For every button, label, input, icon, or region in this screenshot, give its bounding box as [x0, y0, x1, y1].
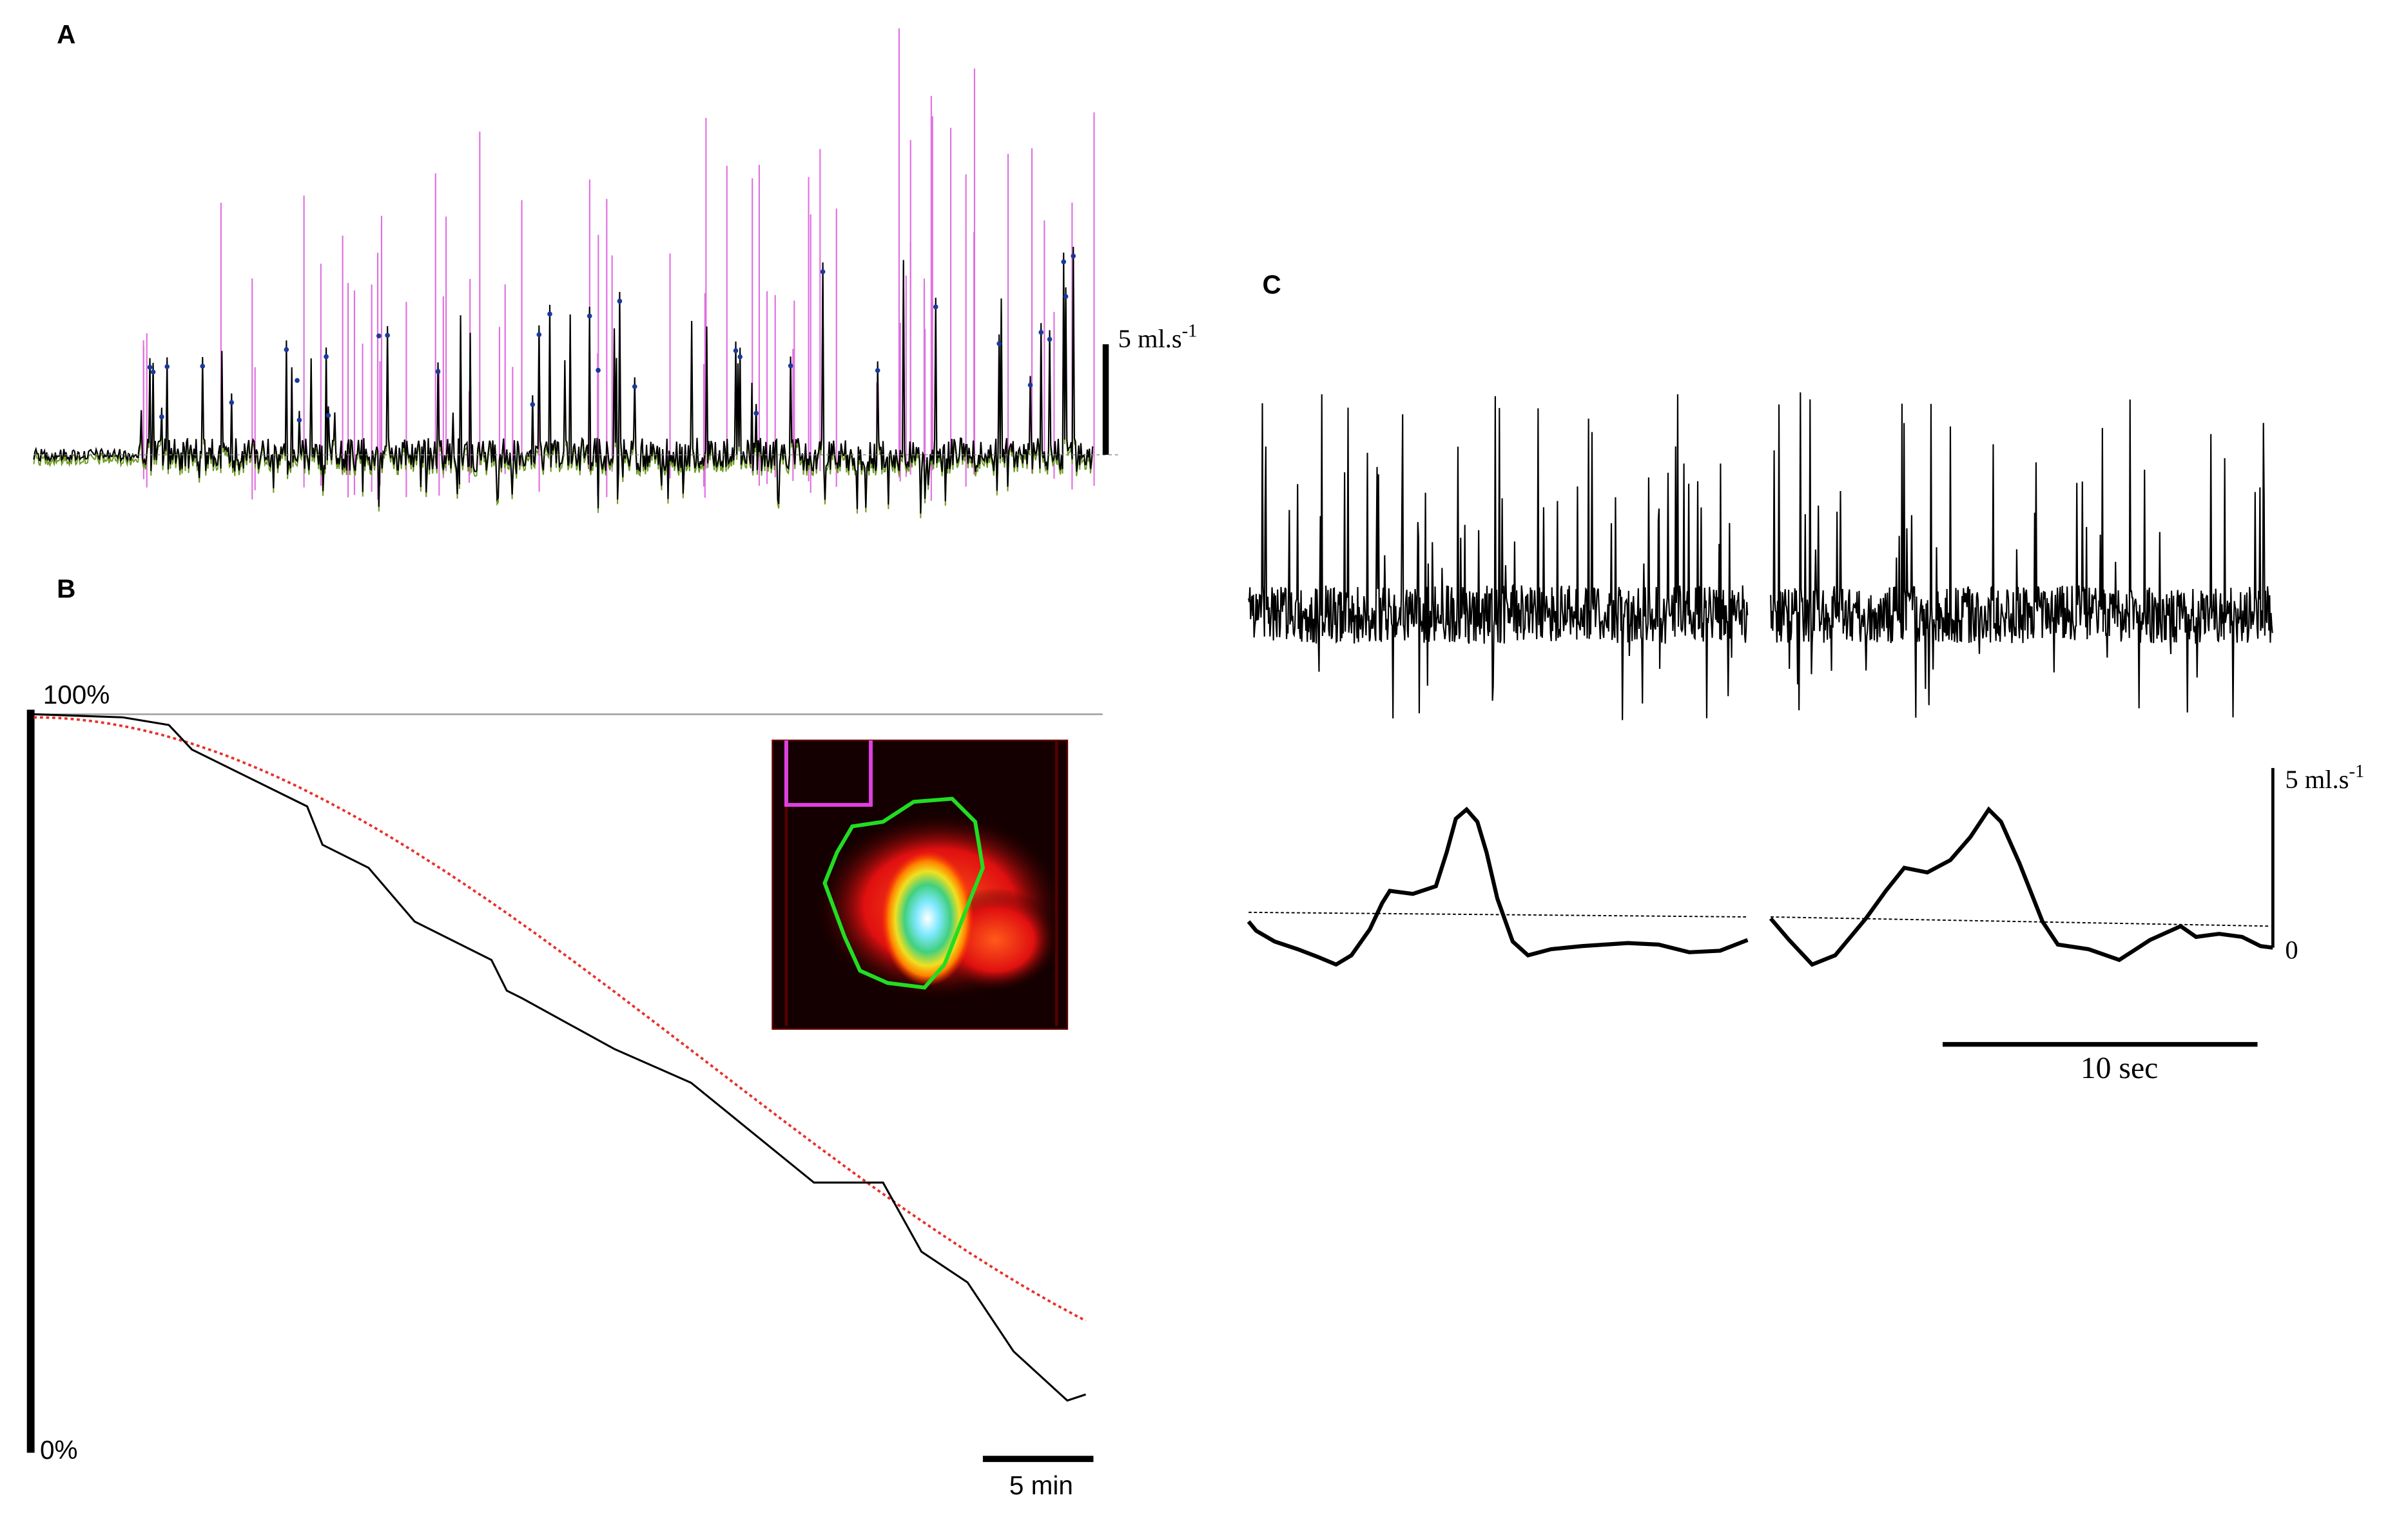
peak-dot	[159, 414, 164, 419]
peak-dot	[200, 363, 206, 369]
scale-text: 5 ml.s	[2285, 765, 2349, 794]
time-scale-label: 10 sec	[2081, 1052, 2158, 1085]
inset-core	[881, 851, 974, 987]
peak-dot	[737, 354, 743, 360]
scale-label: 5 ml.s-1	[2285, 762, 2364, 794]
peak-dot	[530, 401, 536, 407]
bottom-label: 0%	[40, 1435, 78, 1465]
peak-dot	[147, 365, 153, 370]
flow-trace	[33, 246, 1094, 514]
peak-dot	[376, 333, 382, 339]
peak-dot	[820, 269, 826, 275]
peak-dot	[996, 341, 1002, 347]
decay-curve	[34, 713, 1087, 1402]
peak-dot	[875, 368, 880, 373]
peak-dot	[284, 347, 289, 352]
peak-dot	[325, 412, 331, 418]
roi-contour	[822, 796, 985, 990]
spike-trace	[1248, 394, 1749, 720]
peak-dot	[617, 298, 623, 304]
roi-box	[784, 740, 873, 807]
time-scale-label: 5 min	[1009, 1470, 1073, 1500]
fit-curve	[34, 716, 1087, 1322]
panel-label: A	[57, 19, 75, 49]
peak-dot	[1038, 329, 1044, 335]
zero-label: 0	[2285, 935, 2298, 964]
peak-dot	[933, 304, 938, 310]
peak-dot	[324, 354, 329, 360]
scale-superscript: -1	[2349, 762, 2364, 782]
flow-trace	[1769, 806, 2273, 967]
peak-dot	[295, 378, 300, 383]
peak-dot	[164, 364, 170, 369]
trace-a	[33, 28, 1118, 519]
peak-dot	[296, 418, 302, 423]
peak-dot	[385, 332, 390, 338]
flow-trace	[1247, 806, 1749, 967]
peak-dot	[1071, 253, 1076, 259]
peak-dot	[150, 369, 156, 375]
peak-dot	[632, 384, 637, 389]
peak-dot	[547, 311, 552, 317]
inset-image	[772, 739, 1069, 1030]
panel-label: C	[1263, 270, 1281, 300]
peak-dot	[536, 332, 542, 338]
baseline	[1248, 911, 1748, 918]
peak-dot	[788, 363, 793, 369]
peak-dot	[1061, 259, 1067, 265]
scale-superscript: -1	[1182, 321, 1198, 341]
peak-dot	[435, 369, 441, 374]
scale-label: 5 ml.s-1	[1118, 321, 1198, 353]
baseline	[1771, 916, 2270, 927]
trace-c	[1248, 392, 2273, 720]
peak-dot	[587, 313, 592, 319]
panel-label: B	[57, 573, 75, 603]
peak-dot	[733, 348, 739, 353]
peak-dot	[229, 400, 235, 405]
peak-dot	[753, 410, 759, 416]
peak-dot	[1063, 294, 1069, 299]
peak-dot	[1027, 382, 1033, 388]
spike-trace	[1770, 392, 2273, 718]
peak-dot	[596, 367, 601, 373]
top-label: 100%	[43, 680, 110, 709]
scale-text: 5 ml.s	[1118, 324, 1182, 353]
peak-dot	[1047, 336, 1053, 342]
